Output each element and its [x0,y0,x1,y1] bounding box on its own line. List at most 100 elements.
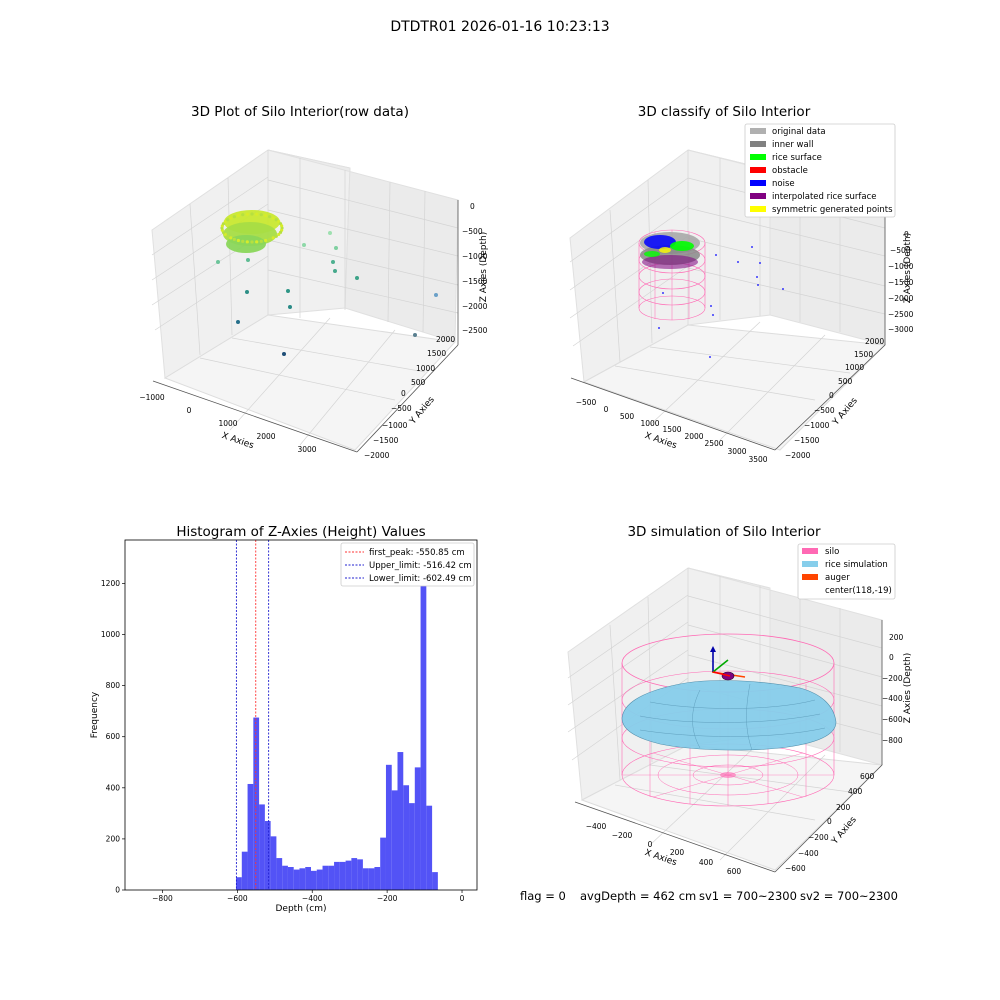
data-point [282,352,286,356]
data-point [264,213,268,218]
raw-plot-title: 3D Plot of Silo Interior(row data) [191,104,409,120]
tick-label: 1000 [218,419,237,428]
histogram-bar [293,869,300,890]
simulation-z-ticks: 200 0 −200 −400 −600 −800 [882,633,904,745]
data-point [229,236,233,240]
tick-label: −500 [890,246,911,255]
histogram-title: Histogram of Z-Axies (Height) Values [176,524,425,540]
tick-label: 2000 [436,335,455,344]
legend-entry: noise [772,179,795,189]
simulation-axes [574,620,883,873]
simulation-plot-panes [567,567,884,871]
data-point [302,243,306,247]
histogram-bar [282,865,288,890]
data-point [271,236,275,240]
tick-label: 1000 [416,364,435,373]
histogram-bar [397,752,404,890]
grid-line [649,764,851,793]
y-tick-label: 800 [106,681,121,690]
histogram-bar [374,867,381,890]
grid-line [614,365,816,401]
data-point [277,232,281,236]
y-tick-label: 1000 [101,630,120,639]
tick-label: −600 [882,715,903,724]
data-point [259,213,263,217]
grid-line [422,190,426,333]
histogram-bar [368,868,375,890]
raw-x-axis-line [152,380,358,453]
legend-swatch [750,206,766,212]
data-point [223,220,227,224]
tick-label: −2000 [462,302,488,311]
histogram-bar [362,868,369,890]
histogram-bar [403,785,410,890]
x-tick-label: −400 [302,894,323,903]
tick-label: −200 [612,831,633,840]
histogram-bar [316,869,323,890]
grid-line [387,181,391,323]
status-line: flag = 0 avgDepth = 462 cm sv1 = 700~230… [520,889,898,903]
tick-label: 0 [904,230,909,239]
histogram-y-ticks: 0 200 400 600 800 1000 1200 [101,579,125,895]
legend-entry: rice surface [772,153,822,163]
raw-points [216,210,438,356]
histogram-bars [236,557,438,890]
tick-label: 2500 [704,439,723,448]
histogram-bar [334,861,340,890]
grid-line [299,329,396,446]
grid-line [154,255,269,331]
histogram-bar [414,767,421,890]
classify-z-ticks: 0 −500 −1000 −1500 −2000 −2500 −3000 [888,230,914,334]
histogram-bar [420,557,427,890]
histogram-x-ticks: −800 −600 −400 −200 0 [152,890,465,903]
raw-z-ticks: 0 −500 −1000 −1500 −2000 −2500 [462,202,488,335]
tick-label: 0 [648,840,653,849]
grid-line [609,624,621,781]
simulation-rice-surface [621,680,837,751]
data-point [334,246,338,250]
data-point [229,216,233,220]
histogram-bar [287,867,294,890]
tick-label: −1000 [462,252,488,261]
simulation-y-ticks: −600 −400 −200 0 200 400 600 [785,772,875,873]
data-point [246,258,250,262]
legend-entry: silo [825,547,839,557]
legend-entry: auger [825,573,850,583]
legend-frame [744,123,896,218]
data-point [232,237,236,241]
legend-swatch [750,193,766,199]
data-point [333,269,337,273]
legend-entry: Lower_limit: -602.49 cm [369,574,471,584]
grid-line [614,784,816,821]
tick-label: −1000 [888,262,914,271]
data-point [271,216,275,220]
simulation-auger [710,646,746,681]
tick-label: −1500 [373,436,399,445]
grid-line [569,205,689,291]
tick-label: −500 [814,406,835,415]
tick-label: 3000 [297,445,316,454]
tick-label: 600 [727,867,742,876]
tick-label: 0 [187,406,192,415]
tick-label: −3000 [888,325,914,334]
raw-plot-panes [151,149,459,451]
tick-label: −1000 [804,421,830,430]
grid-line [649,321,761,426]
histogram-bar [351,858,358,890]
grid-line [609,209,621,363]
tick-label: 3500 [748,455,767,464]
tick-label: 1500 [854,350,873,359]
tick-label: −500 [391,404,412,413]
tick-label: 500 [411,378,426,387]
tick-label: −400 [798,849,819,858]
tick-label: −400 [882,694,903,703]
tick-label: 400 [699,858,714,867]
grid-line [687,654,883,707]
grid-line [687,595,883,649]
tick-label: −2000 [888,294,914,303]
tick-label: 0 [827,817,832,826]
classify-x-ticks: −500 0 500 1000 1500 2000 2500 3000 3500 [576,398,768,464]
legend-swatch [802,574,818,580]
simulation-y-axis-label: Y Axies [830,815,859,847]
histogram-bar [345,860,352,890]
